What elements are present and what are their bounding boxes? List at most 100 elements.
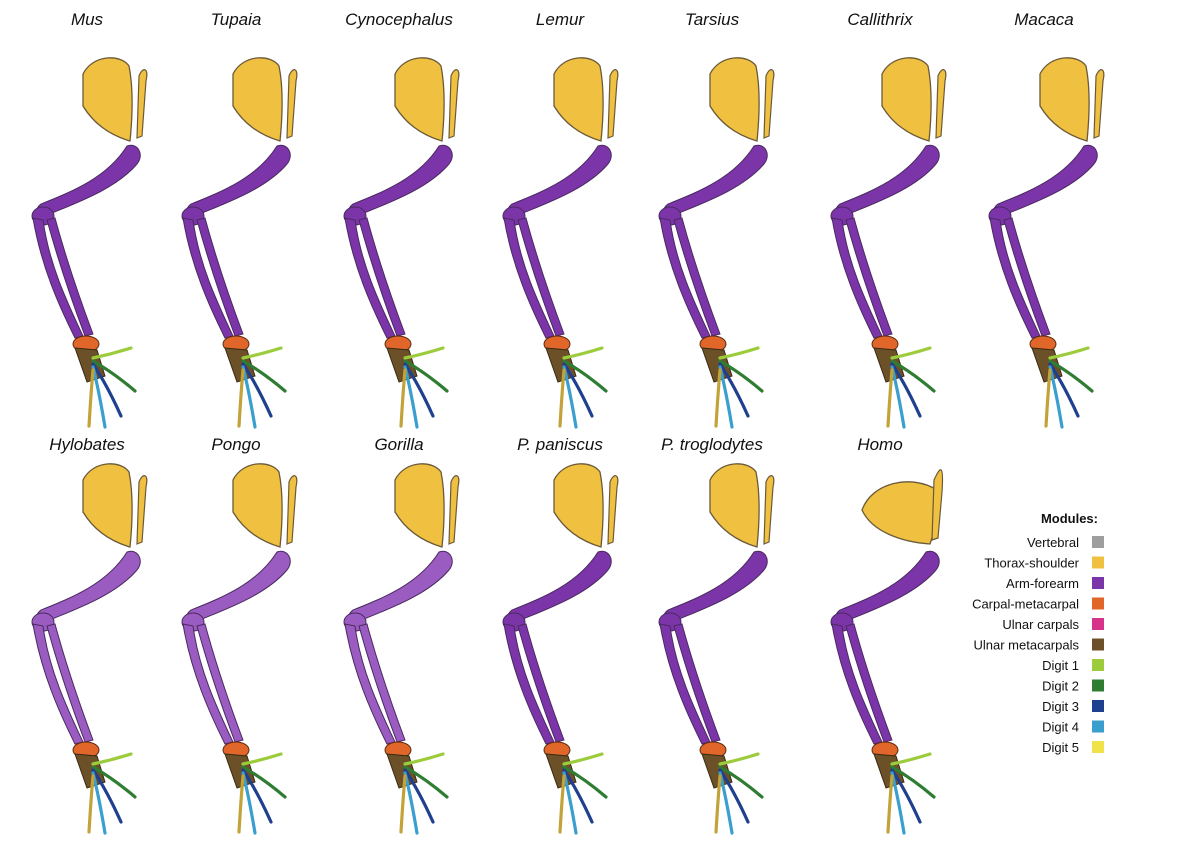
digit-2	[718, 765, 764, 799]
radius	[358, 217, 406, 337]
limb-row1-6	[988, 57, 1105, 429]
digit-1	[562, 346, 604, 360]
radius	[1003, 217, 1051, 337]
limb-row2-1	[181, 463, 298, 835]
legend-label: Carpal-metacarpal	[972, 597, 1079, 612]
clavicle	[286, 475, 298, 545]
digit-1	[241, 752, 283, 766]
limb-row2-2	[343, 463, 460, 835]
legend-label: Digit 4	[1042, 720, 1079, 735]
humerus	[186, 144, 291, 217]
legend-swatch	[1092, 720, 1104, 733]
clavicle	[448, 69, 460, 139]
digit-5	[399, 774, 407, 834]
scapula	[232, 463, 283, 548]
digit-2	[890, 765, 936, 799]
digit-3	[91, 362, 123, 418]
scapula	[553, 57, 604, 142]
taxon-label-macaca: Macaca	[1014, 10, 1074, 29]
digit-2	[562, 359, 608, 393]
clavicle	[763, 69, 775, 139]
clavicle	[607, 69, 619, 139]
legend-swatch	[1092, 741, 1104, 753]
legend-swatch	[1092, 618, 1104, 630]
digit-5	[714, 368, 722, 428]
radius	[196, 217, 244, 337]
scapula	[82, 463, 133, 548]
digit-5	[886, 774, 894, 834]
clavicle	[763, 475, 775, 545]
digit-2	[562, 765, 608, 799]
digit-1	[718, 752, 760, 766]
limb-row1-4	[658, 57, 775, 429]
humerus	[663, 550, 768, 623]
clavicle	[448, 475, 460, 545]
scapula	[861, 481, 939, 545]
clavicle	[931, 469, 944, 541]
digit-1	[403, 752, 445, 766]
scapula	[232, 57, 283, 142]
legend-label: Thorax-shoulder	[984, 556, 1079, 571]
digit-5	[558, 774, 566, 834]
digit-1	[718, 346, 760, 360]
digit-5	[1044, 368, 1052, 428]
humerus	[507, 144, 612, 217]
humerus	[507, 550, 612, 623]
legend-swatch	[1092, 556, 1104, 569]
digit-2	[241, 359, 287, 393]
clavicle	[1093, 69, 1105, 139]
digit-5	[237, 368, 245, 428]
scapula	[553, 463, 604, 548]
digit-3	[403, 768, 435, 824]
digit-1	[890, 346, 932, 360]
radius	[673, 217, 721, 337]
digit-5	[399, 368, 407, 428]
digit-2	[91, 765, 137, 799]
digit-2	[403, 359, 449, 393]
digit-1	[91, 752, 133, 766]
scapula	[394, 463, 445, 548]
legend-swatch	[1092, 679, 1104, 692]
radius	[845, 217, 893, 337]
digit-5	[87, 774, 95, 834]
digit-2	[403, 765, 449, 799]
digit-1	[91, 346, 133, 360]
clavicle	[286, 69, 298, 139]
taxon-label-gorilla: Gorilla	[374, 435, 423, 454]
scapula	[709, 57, 760, 142]
legend-label: Vertebral	[1027, 535, 1079, 550]
radius	[517, 623, 565, 743]
taxon-label-tupaia: Tupaia	[211, 10, 262, 29]
taxon-label-lemur: Lemur	[536, 10, 586, 29]
limb-row2-5	[830, 469, 944, 835]
digit-3	[91, 768, 123, 824]
taxon-label-homo: Homo	[857, 435, 902, 454]
legend-label: Ulnar metacarpals	[974, 638, 1080, 653]
legend-label: Digit 2	[1042, 679, 1079, 694]
radius	[845, 623, 893, 743]
legend-label: Digit 3	[1042, 699, 1079, 714]
humerus	[663, 144, 768, 217]
digit-3	[718, 362, 750, 418]
taxon-label-p-paniscus: P. paniscus	[517, 435, 603, 454]
humerus	[186, 550, 291, 623]
digit-3	[562, 362, 594, 418]
digit-1	[1048, 346, 1090, 360]
digit-1	[403, 346, 445, 360]
scapula	[1039, 57, 1090, 142]
legend-label: Arm-forearm	[1006, 576, 1079, 591]
legend-swatch	[1092, 638, 1104, 651]
clavicle	[607, 475, 619, 545]
digit-3	[890, 768, 922, 824]
digit-5	[886, 368, 894, 428]
radius	[673, 623, 721, 743]
humerus	[993, 144, 1098, 217]
digit-3	[241, 768, 273, 824]
humerus	[36, 144, 141, 217]
radius	[196, 623, 244, 743]
limb-row1-1	[181, 57, 298, 429]
radius	[46, 623, 94, 743]
digit-5	[714, 774, 722, 834]
taxon-label-hylobates: Hylobates	[49, 435, 125, 454]
legend-swatch	[1092, 597, 1104, 610]
